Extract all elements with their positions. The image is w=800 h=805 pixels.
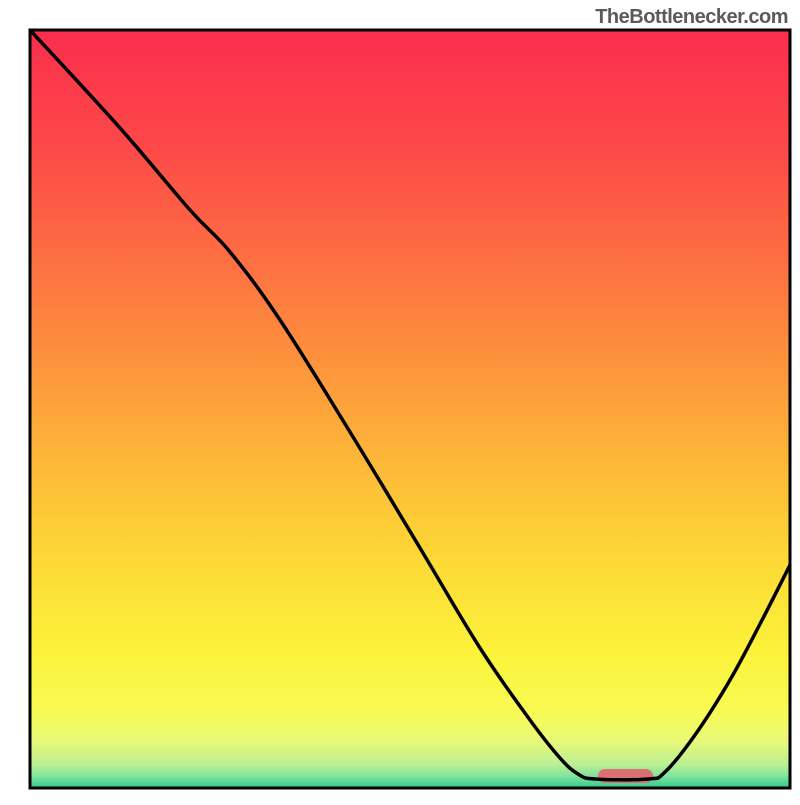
chart-svg: [0, 0, 800, 800]
bottleneck-chart: [0, 0, 800, 800]
gradient-background: [30, 30, 790, 788]
watermark-text: TheBottlenecker.com: [595, 6, 788, 29]
